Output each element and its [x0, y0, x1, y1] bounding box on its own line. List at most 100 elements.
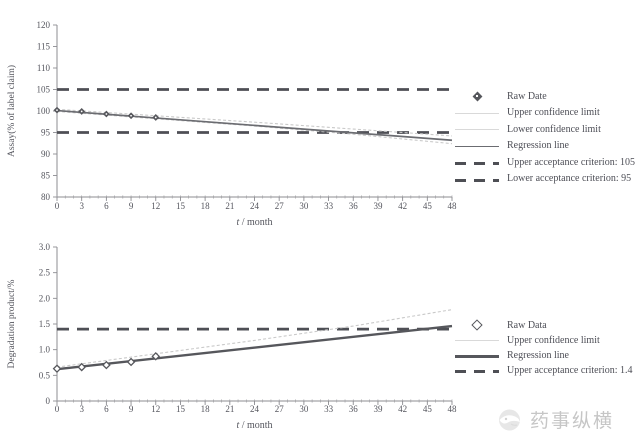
svg-text:21: 21 — [225, 404, 234, 414]
legend-item: Upper acceptance criterion: 105 — [455, 156, 640, 168]
upper-confidence-limit-series — [56, 108, 453, 137]
regression-line-series — [56, 324, 453, 371]
svg-text:9: 9 — [129, 201, 134, 211]
svg-text:105: 105 — [37, 85, 51, 95]
svg-text:120: 120 — [37, 20, 51, 30]
svg-text:100: 100 — [37, 106, 51, 116]
svg-text:6: 6 — [104, 404, 109, 414]
svg-text:3.0: 3.0 — [39, 242, 51, 252]
svg-text:36: 36 — [349, 404, 359, 414]
assay-legend: Raw Date Upper confidence limit Lower conf… — [455, 90, 640, 190]
legend-label: Upper acceptance criterion: 105 — [507, 156, 635, 168]
svg-text:48: 48 — [448, 201, 458, 211]
legend-item: Lower acceptance criterion: 95 — [455, 173, 640, 185]
svg-text:0: 0 — [46, 396, 51, 406]
x-axis-title: t / month — [236, 420, 272, 431]
svg-text:45: 45 — [423, 404, 433, 414]
svg-text:110: 110 — [37, 63, 51, 73]
y-axis-title: Assay(% of label claim) — [6, 65, 17, 157]
bold-dash-marker-icon — [455, 156, 499, 168]
regression-line-series — [56, 109, 453, 142]
watermark-text: 药事纵横 — [530, 410, 615, 432]
svg-text:15: 15 — [176, 201, 186, 211]
svg-text:12: 12 — [151, 404, 160, 414]
svg-text:21: 21 — [225, 201, 234, 211]
legend-label: Upper acceptance criterion: 1.4 — [507, 364, 633, 376]
legend-item: Raw Date — [455, 90, 640, 102]
y-axis-title: Degradation product/% — [7, 279, 17, 368]
x-axis-title: t / month — [236, 217, 272, 228]
svg-text:3: 3 — [79, 404, 84, 414]
legend-item: Upper confidence limit — [455, 334, 640, 346]
axes: 00.51.01.52.02.53.00 3 6 9 12 15 18 21 24 27 30 33 3… — [39, 242, 457, 414]
solid-line-marker-icon — [455, 140, 499, 152]
legend-item: Regression line — [455, 349, 640, 361]
assay-chart: 80 85 90 95 100 105 110 115 120 0 3 6 9 12 15 18 21 24 27 3… — [0, 0, 470, 235]
svg-text:30: 30 — [299, 404, 309, 414]
svg-text:0: 0 — [55, 404, 60, 414]
svg-text:39: 39 — [373, 201, 383, 211]
diamond-open-marker-icon — [455, 319, 499, 331]
svg-text:36: 36 — [349, 201, 359, 211]
svg-text:30: 30 — [299, 201, 309, 211]
faint-line-marker-icon — [455, 334, 499, 346]
legend-label: Raw Data — [507, 319, 547, 331]
svg-text:18: 18 — [201, 404, 211, 414]
svg-text:0: 0 — [55, 201, 60, 211]
raw-data-series — [52, 352, 161, 373]
diamond-filled-marker-icon — [455, 90, 499, 102]
legend-label: Raw Date — [507, 90, 547, 102]
svg-text:33: 33 — [324, 404, 334, 414]
legend-item: Upper acceptance criterion: 1.4 — [455, 364, 640, 376]
faint-line-marker-icon — [455, 123, 499, 135]
svg-text:115: 115 — [37, 42, 51, 52]
svg-text:6: 6 — [104, 201, 109, 211]
upper-confidence-limit-series — [56, 309, 453, 368]
svg-text:27: 27 — [275, 201, 285, 211]
legend-label: Upper confidence limit — [507, 334, 600, 346]
svg-text:15: 15 — [176, 404, 186, 414]
svg-text:1.5: 1.5 — [39, 319, 51, 329]
svg-text:45: 45 — [423, 201, 433, 211]
svg-text:24: 24 — [250, 201, 260, 211]
degradation-legend: Raw Data Upper confidence limit Regression… — [455, 319, 640, 379]
legend-label: Upper confidence limit — [507, 107, 600, 119]
svg-text:18: 18 — [201, 201, 211, 211]
legend-item: Upper confidence limit — [455, 107, 640, 119]
svg-text:9: 9 — [129, 404, 134, 414]
svg-text:2.5: 2.5 — [39, 268, 51, 278]
legend-label: Regression line — [507, 349, 569, 361]
whale-logo-icon — [499, 409, 520, 430]
svg-text:27: 27 — [275, 404, 285, 414]
svg-text:39: 39 — [373, 404, 383, 414]
svg-text:2.0: 2.0 — [39, 293, 51, 303]
svg-text:90: 90 — [41, 149, 51, 159]
legend-item: Lower confidence limit — [455, 123, 640, 135]
watermark: 药事纵横 — [496, 402, 640, 436]
svg-text:42: 42 — [398, 404, 407, 414]
legend-label: Regression line — [507, 140, 569, 152]
svg-text:12: 12 — [151, 201, 160, 211]
svg-text:3: 3 — [79, 201, 84, 211]
legend-item: Raw Data — [455, 319, 640, 331]
svg-text:80: 80 — [41, 192, 51, 202]
svg-text:1.0: 1.0 — [39, 345, 51, 355]
svg-text:85: 85 — [41, 171, 51, 181]
svg-text:95: 95 — [41, 128, 51, 138]
svg-text:33: 33 — [324, 201, 334, 211]
bold-dash-marker-icon — [455, 173, 499, 185]
legend-item: Regression line — [455, 140, 640, 152]
degradation-chart: 0 0.5 1.0 1.5 2.0 2.5 3.0 0 3 6 9 12 15 18 21 24 27 30 33 3… — [0, 235, 470, 441]
svg-text:48: 48 — [448, 404, 458, 414]
bold-line-marker-icon — [455, 349, 499, 361]
legend-label: Lower acceptance criterion: 95 — [507, 173, 632, 185]
bold-dash-marker-icon — [455, 364, 499, 376]
legend-label: Lower confidence limit — [507, 123, 601, 135]
raw-data-series — [53, 106, 160, 121]
svg-text:24: 24 — [250, 404, 260, 414]
faint-line-marker-icon — [455, 107, 499, 119]
svg-text:0.5: 0.5 — [39, 370, 51, 380]
